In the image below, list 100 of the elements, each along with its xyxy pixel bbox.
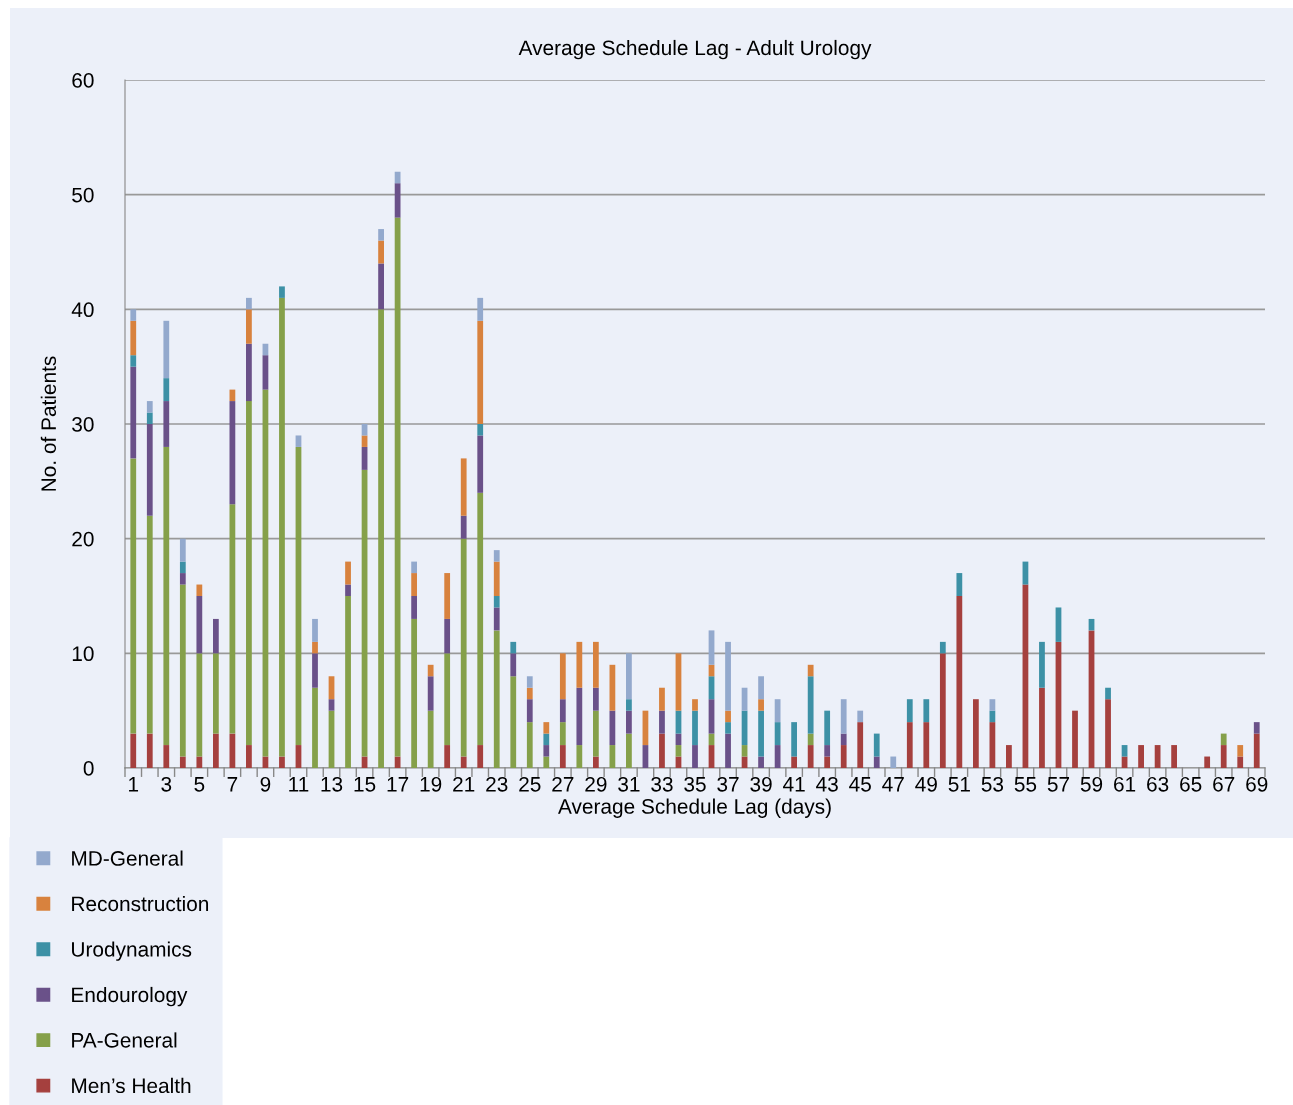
bar [725,722,731,734]
bar [444,618,451,654]
bar [493,607,500,631]
bar [1105,699,1111,768]
bar [163,446,170,746]
bar [774,722,781,746]
bar [939,653,946,768]
bar [378,263,384,310]
bar [444,653,451,746]
bar [130,355,137,367]
bar [857,722,864,768]
chart-title: Average Schedule Lag - Adult Urology [518,39,872,60]
bar [361,435,368,447]
bar [345,596,351,768]
x-tick-label: 65 [1180,776,1202,792]
x-tick-label: 43 [816,776,838,792]
bar [345,584,351,596]
bar [824,710,831,746]
x-axis-title: Average Schedule Lag (days) [558,798,831,818]
bar [460,756,467,768]
y-tick-label: 40 [71,302,94,318]
x-tick-label: 63 [1147,776,1169,792]
bar [873,733,880,757]
bar [807,745,814,768]
bar [592,756,599,768]
bar [1154,745,1161,768]
y-tick-label: 30 [72,417,94,432]
bar [460,515,467,539]
bar [246,343,252,402]
bar [824,756,831,768]
bar [246,745,252,768]
y-tick-label: 10 [72,646,94,662]
bar [692,710,698,746]
bar [659,733,665,768]
bar [758,699,764,711]
x-tick-label: 35 [684,776,706,792]
bar [592,710,599,757]
bar [295,435,302,447]
bar [1253,733,1260,768]
bar [840,733,847,746]
bar [543,722,550,734]
bar [179,584,186,757]
bar [212,733,219,768]
bar [279,297,285,757]
bar [626,710,632,734]
bar [493,550,500,562]
bar [906,722,913,768]
x-tick-label: 11 [289,777,309,792]
x-tick-label: 53 [981,776,1004,792]
bar [559,653,566,700]
legend-label: PA-General [72,1032,177,1048]
bar [444,745,451,768]
bar [179,561,186,574]
bar [807,733,814,746]
bar [196,756,203,768]
x-tick-label: 21 [453,776,475,792]
bar [758,710,764,757]
bar [873,756,880,768]
x-tick-label: 33 [651,776,673,792]
legend-label: Endourology [72,986,188,1007]
bar [774,699,781,723]
bar [378,309,384,768]
bar [526,699,533,723]
bar [989,699,996,711]
bar [411,573,418,596]
x-tick-label: 37 [717,776,739,792]
bar [510,676,517,768]
bar [758,676,764,700]
bar [130,309,137,321]
bar [725,641,731,711]
bar [592,687,599,711]
bar [1072,710,1078,768]
x-tick-label: 47 [882,777,904,792]
x-tick-label: 9 [260,776,271,792]
y-tick-label: 60 [72,73,94,88]
bar [559,699,566,723]
bar [427,676,434,711]
bar [1171,745,1178,768]
bar [130,458,137,734]
x-tick-label: 23 [486,776,508,792]
bar [956,573,963,596]
x-tick-label: 15 [354,777,376,792]
bar [626,733,632,768]
bar [146,515,153,734]
bar [179,538,186,562]
bar [146,401,153,413]
bar [163,378,170,402]
x-tick-label: 67 [1213,776,1235,792]
x-tick-label: 31 [618,776,640,792]
bar [246,309,252,344]
bar [972,699,979,768]
bar [559,745,566,768]
x-tick-label: 45 [849,777,871,792]
bar [130,366,137,459]
y-tick-label: 0 [83,761,94,776]
bar [510,653,517,677]
x-tick-label: 17 [387,777,409,792]
bar [179,756,186,768]
bar [427,664,434,677]
bar [1237,756,1244,768]
